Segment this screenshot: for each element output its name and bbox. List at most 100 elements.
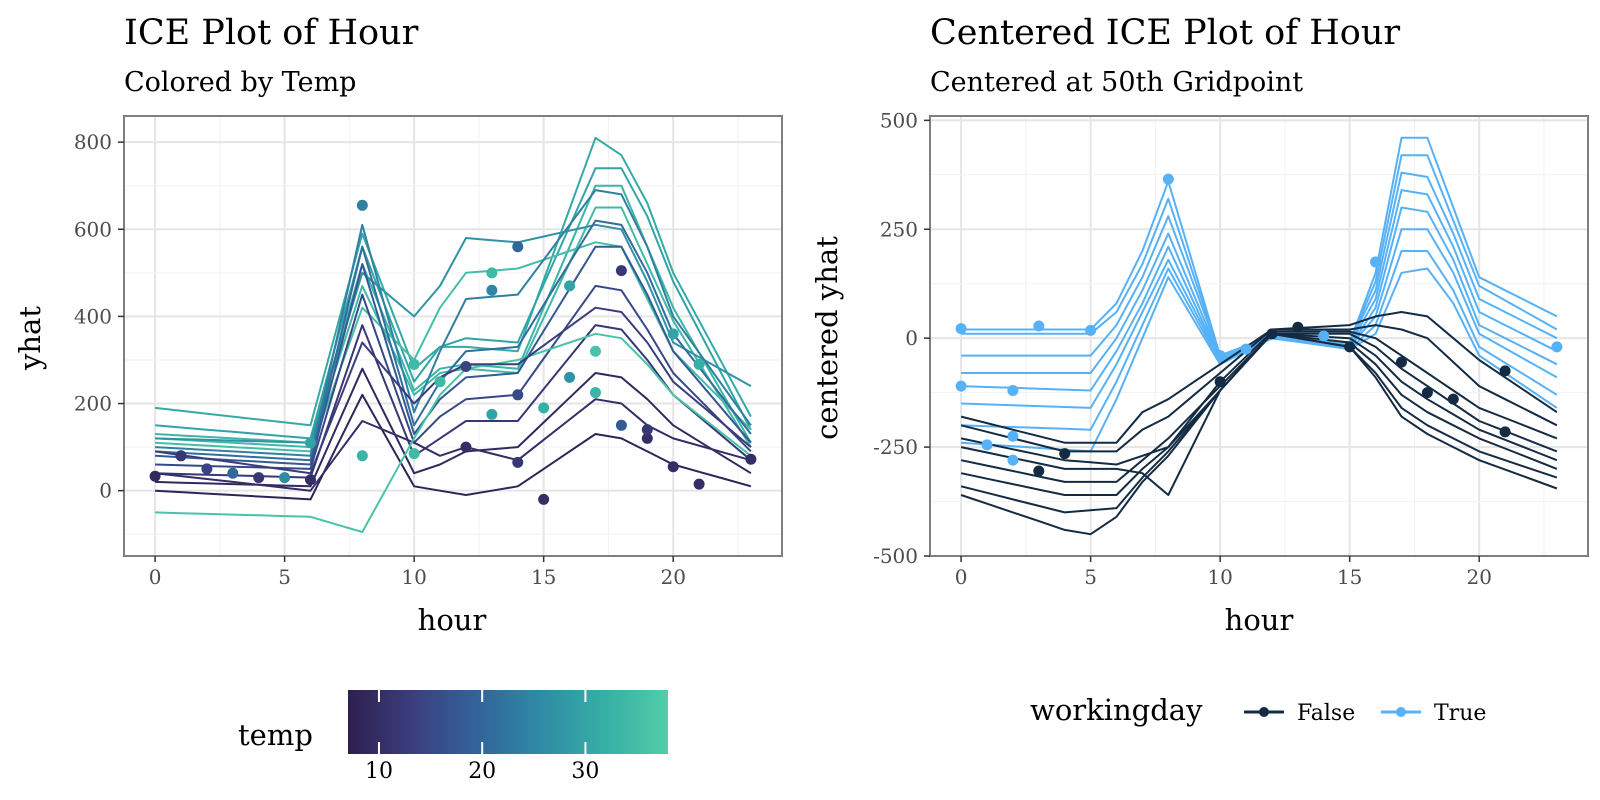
x-tick-label: 0: [955, 565, 968, 589]
ice-marker: [1059, 448, 1071, 460]
x-tick-label: 10: [1207, 565, 1232, 589]
y-tick-label: 200: [74, 392, 112, 416]
y-tick-label: 400: [74, 304, 112, 328]
y-tick-label: 500: [880, 108, 918, 132]
ice-marker: [1499, 426, 1511, 438]
ice-line: [155, 219, 752, 462]
ice-line: [155, 241, 752, 453]
ice-marker: [279, 472, 291, 484]
ice-marker: [175, 450, 187, 462]
temp-colorbar-legend: temp 10 20 30: [238, 690, 668, 784]
ice-marker: [512, 456, 524, 468]
ice-marker: [1447, 393, 1459, 405]
ice-marker: [1214, 350, 1226, 362]
colorbar-ticks: 10 20 30: [365, 690, 599, 784]
x-axis-label: hour: [418, 603, 487, 637]
ice-marker: [408, 358, 420, 370]
ice-lines: [960, 136, 1558, 536]
ice-marker: [1499, 365, 1511, 377]
y-axis-label: centered yhat: [810, 236, 844, 440]
ice-line: [155, 223, 752, 444]
ice-marker: [460, 360, 472, 372]
legend-key-dot: [1396, 707, 1406, 717]
ice-marker: [201, 463, 213, 475]
ice-marker: [1033, 320, 1045, 332]
ice-marker: [589, 387, 601, 399]
ice-line: [961, 206, 1558, 392]
ice-marker: [1421, 387, 1433, 399]
chart-title: Centered ICE Plot of Hour: [930, 13, 1400, 53]
y-tick-label: -250: [873, 435, 918, 459]
x-tick-label: 20: [1466, 565, 1491, 589]
ice-line: [960, 332, 1558, 536]
ice-line: [961, 171, 1558, 357]
y-axis: 0 200 400 600 800: [74, 130, 124, 503]
ice-marker: [1162, 173, 1174, 185]
ice-marker: [356, 450, 368, 462]
y-axis: -500 -250 0 250 500: [873, 108, 930, 568]
ice-marker: [1292, 321, 1304, 333]
y-tick-label: 0: [905, 326, 918, 350]
ice-plot-panel: ICE Plot of Hour Colored by Temp 0 5 10 15 2…: [13, 13, 783, 784]
x-tick-label: 5: [278, 565, 291, 589]
ice-marker: [615, 419, 627, 431]
ice-line: [155, 167, 752, 440]
ice-line: [960, 330, 1558, 466]
legend-label: True: [1434, 701, 1486, 726]
plot-frame: [929, 115, 1589, 557]
y-tick-label: 250: [880, 217, 918, 241]
ice-marker: [1033, 465, 1045, 477]
ice-marker: [1007, 454, 1019, 466]
chart-subtitle: Centered at 50th Gridpoint: [930, 67, 1303, 98]
ice-markers: [955, 173, 1563, 477]
legend-title: workingday: [1030, 693, 1203, 727]
ice-marker: [356, 199, 368, 211]
x-tick-label: 0: [149, 565, 162, 589]
ice-marker: [227, 467, 239, 479]
x-tick-label: 5: [1084, 565, 1097, 589]
ice-marker: [1344, 341, 1356, 353]
ice-marker: [1370, 256, 1382, 268]
legend-entry-false: False: [1244, 701, 1355, 726]
ice-line: [154, 136, 752, 427]
y-tick-label: 800: [74, 130, 112, 154]
ice-line: [961, 154, 1558, 357]
ice-marker: [434, 376, 446, 388]
ice-line: [154, 306, 752, 475]
ice-markers: [149, 199, 757, 505]
ice-marker: [1007, 384, 1019, 396]
x-tick-label: 15: [1337, 565, 1362, 589]
y-tick-label: -500: [873, 544, 918, 568]
ice-marker: [305, 474, 317, 486]
x-axis: 0 5 10 15 20: [955, 556, 1492, 589]
ice-marker: [745, 453, 757, 465]
ice-marker: [538, 493, 550, 505]
ice-marker: [486, 408, 498, 420]
ice-marker: [667, 461, 679, 473]
ice-marker: [564, 371, 576, 383]
ice-marker: [589, 345, 601, 357]
ice-line: [155, 393, 752, 501]
ice-line: [960, 332, 1558, 496]
ice-marker: [486, 267, 498, 279]
ice-line: [960, 332, 1558, 496]
y-tick-label: 600: [74, 217, 112, 241]
colorbar: [348, 690, 668, 754]
ice-marker: [253, 472, 265, 484]
ice-line: [155, 284, 752, 470]
ice-lines: [154, 136, 752, 533]
centered-ice-plot-panel: Centered ICE Plot of Hour Centered at 50…: [810, 13, 1589, 727]
legend-entry-true: True: [1381, 701, 1486, 726]
ice-line: [155, 324, 752, 479]
ice-marker: [955, 323, 967, 335]
ice-marker: [1266, 328, 1278, 340]
ice-marker: [486, 284, 498, 296]
ice-marker: [1085, 324, 1097, 336]
ice-marker: [1214, 376, 1226, 388]
ice-marker: [149, 470, 161, 482]
workingday-legend: workingday False True: [1030, 693, 1486, 727]
ice-marker: [955, 380, 967, 392]
x-tick-label: 10: [401, 565, 426, 589]
ice-marker: [1318, 330, 1330, 342]
